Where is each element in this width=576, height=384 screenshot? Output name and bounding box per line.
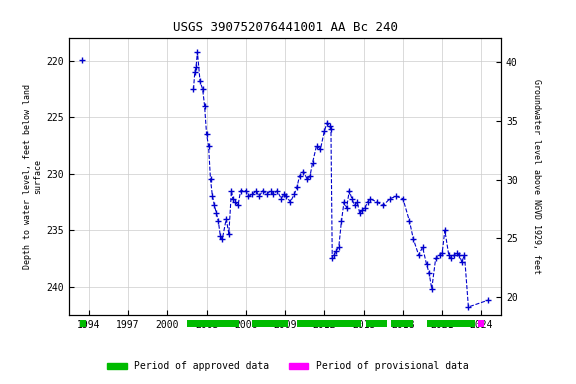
Bar	[187, 319, 239, 327]
Bar	[79, 319, 86, 327]
Y-axis label: Groundwater level above NGVD 1929, feet: Groundwater level above NGVD 1929, feet	[532, 79, 541, 274]
Bar	[426, 319, 475, 327]
Bar	[391, 319, 414, 327]
Bar	[297, 319, 361, 327]
Bar	[366, 319, 387, 327]
Y-axis label: Depth to water level, feet below land
surface: Depth to water level, feet below land su…	[23, 84, 43, 269]
Title: USGS 390752076441001 AA Bc 240: USGS 390752076441001 AA Bc 240	[173, 22, 397, 35]
Bar	[478, 319, 484, 327]
Legend: Period of approved data, Period of provisional data: Period of approved data, Period of provi…	[103, 358, 473, 375]
Bar	[252, 319, 288, 327]
